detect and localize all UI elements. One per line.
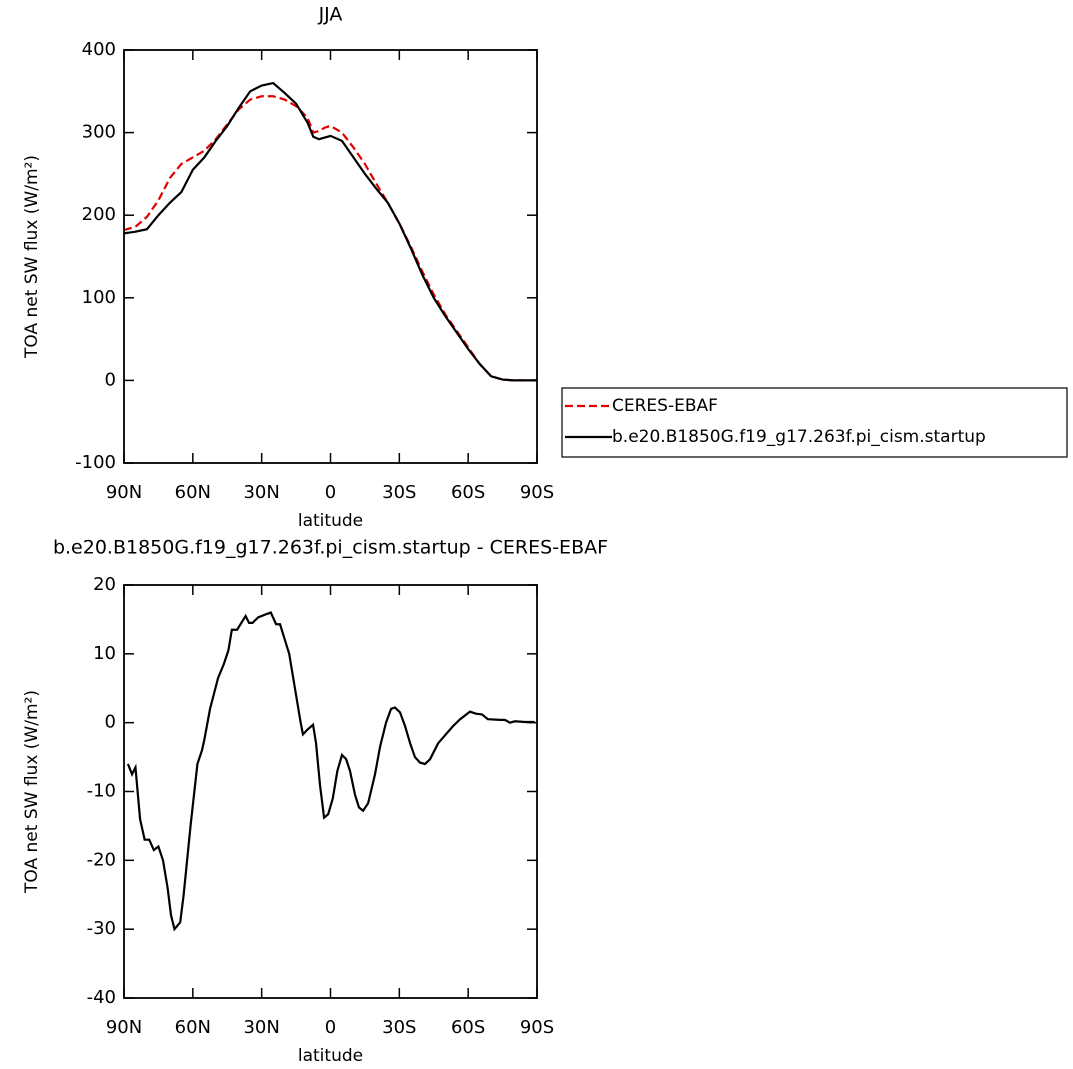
x-tick-label: 60S	[451, 482, 485, 503]
plot-frame	[123, 584, 538, 999]
x-tick-label: 0	[325, 482, 336, 503]
y-tick-label: -20	[87, 849, 116, 870]
y-tick-label: -40	[87, 987, 116, 1008]
y-tick-label: -100	[75, 452, 116, 473]
x-tick-label: 30S	[382, 482, 416, 503]
x-tick-label: 30N	[243, 1017, 279, 1038]
plot-frame	[123, 49, 538, 464]
data-line	[126, 611, 535, 932]
x-tick-label: 60N	[175, 1017, 211, 1038]
y-tick-label: 300	[82, 122, 116, 143]
legend-box	[561, 387, 1068, 458]
x-tick-label: 0	[325, 1017, 336, 1038]
x-tick-label: 30S	[382, 1017, 416, 1038]
y-axis-label: TOA net SW flux (W/m²)	[22, 155, 42, 359]
legend-label: CERES-EBAF	[612, 396, 718, 416]
y-tick-label: 10	[93, 643, 116, 664]
x-tick-label: 90N	[106, 482, 142, 503]
x-axis-label: latitude	[298, 1046, 363, 1066]
x-tick-label: 90S	[520, 482, 554, 503]
y-axis-label: TOA net SW flux (W/m²)	[22, 690, 42, 894]
x-tick-label: 30N	[243, 482, 279, 503]
x-tick-label: 60S	[451, 1017, 485, 1038]
y-tick-label: 20	[93, 574, 116, 595]
y-tick-label: 400	[82, 39, 116, 60]
y-tick-label: 100	[82, 287, 116, 308]
y-tick-label: -10	[87, 781, 116, 802]
x-tick-label: 60N	[175, 482, 211, 503]
chart-title: JJA	[318, 4, 343, 26]
y-tick-label: 200	[82, 204, 116, 225]
y-tick-label: 0	[105, 369, 116, 390]
chart-title: b.e20.B1850G.f19_g17.263f.pi_cism.startu…	[53, 537, 608, 559]
x-tick-label: 90S	[520, 1017, 554, 1038]
x-tick-label: 90N	[106, 1017, 142, 1038]
data-line	[123, 95, 537, 382]
x-axis-label: latitude	[298, 511, 363, 531]
y-tick-label: -30	[87, 918, 116, 939]
y-tick-label: 0	[105, 712, 116, 733]
data-line	[123, 81, 537, 382]
legend-label: b.e20.B1850G.f19_g17.263f.pi_cism.startu…	[612, 427, 986, 447]
